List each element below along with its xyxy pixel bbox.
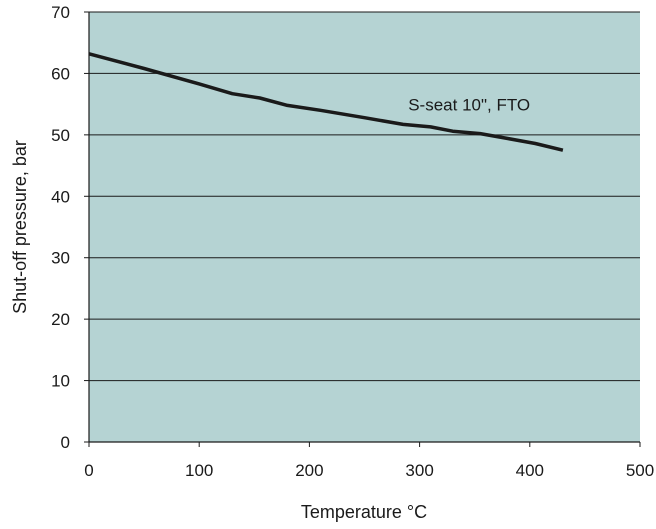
x-tick-label-0: 0 — [84, 461, 93, 480]
y-tick-label-40: 40 — [51, 187, 70, 206]
x-tick-label-200: 200 — [295, 461, 323, 480]
y-tick-label-60: 60 — [51, 64, 70, 83]
y-tick-label-70: 70 — [51, 3, 70, 22]
y-axis-label: Shut-off pressure, bar — [10, 140, 30, 314]
y-tick-label-20: 20 — [51, 310, 70, 329]
x-tick-label-300: 300 — [405, 461, 433, 480]
annotations: S-seat 10", FTO — [408, 95, 530, 114]
x-axis-label: Temperature °C — [301, 502, 427, 522]
series-annotation-0: S-seat 10", FTO — [408, 95, 530, 114]
x-axis-ticks: 0 100 200 300 400 500 — [84, 442, 654, 480]
x-tick-label-400: 400 — [516, 461, 544, 480]
series-group — [88, 52, 564, 152]
gridlines — [88, 11, 640, 443]
y-tick-label-30: 30 — [51, 249, 70, 268]
y-tick-label-50: 50 — [51, 126, 70, 145]
y-tick-label-10: 10 — [51, 372, 70, 391]
y-tick-label-0: 0 — [61, 433, 70, 452]
plot-area — [89, 12, 640, 442]
y-axis-ticks: 0 10 20 30 40 50 60 70 — [51, 3, 89, 452]
x-tick-label-100: 100 — [185, 461, 213, 480]
x-tick-label-500: 500 — [626, 461, 654, 480]
series-line-0 — [88, 52, 564, 152]
